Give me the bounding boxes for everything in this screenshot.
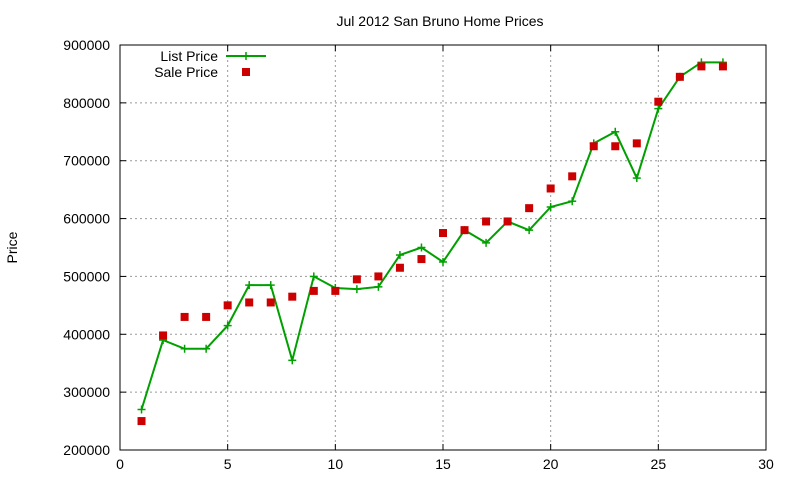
x-tick-label: 25 — [651, 456, 667, 472]
series-layer — [137, 58, 727, 426]
list-price-point — [266, 281, 275, 290]
legend: List Price Sale Price — [154, 48, 266, 80]
sale-price-point — [352, 275, 361, 284]
sale-price-point — [482, 217, 491, 226]
legend-label-sale-price: Sale Price — [154, 64, 218, 80]
list-price-point — [525, 226, 534, 235]
list-price-line — [140, 61, 723, 410]
list-price-point — [568, 197, 577, 206]
sale-price-point — [654, 97, 663, 106]
list-price-point — [374, 282, 383, 291]
sale-price-point — [675, 72, 684, 81]
axis-ticks: 0 5 10 15 20 25 30 200000 300000 400000 500000 6000… — [63, 37, 774, 472]
x-tick-label: 0 — [116, 456, 124, 472]
y-tick-label: 300000 — [63, 384, 110, 400]
grid-lines — [120, 45, 766, 450]
x-tick-label: 20 — [543, 456, 559, 472]
sale-price-point — [525, 204, 534, 213]
legend-sample-sale-price — [242, 68, 250, 76]
list-price-point — [223, 321, 232, 330]
sale-price-point — [718, 62, 727, 71]
x-tick-label: 5 — [224, 456, 232, 472]
list-price-point — [546, 203, 555, 211]
list-price-point — [288, 356, 297, 365]
list-price-point — [482, 238, 491, 247]
x-tick-label: 30 — [758, 456, 774, 472]
list-price-point — [309, 272, 318, 281]
sale-price-point — [245, 298, 254, 307]
sale-price-point — [460, 226, 469, 235]
x-tick-label: 15 — [435, 456, 451, 472]
sale-price-point — [223, 301, 232, 310]
list-price-point — [137, 405, 146, 414]
y-tick-label: 200000 — [63, 442, 110, 458]
sale-price-point — [611, 142, 620, 151]
y-tick-label: 800000 — [63, 95, 110, 111]
legend-sample-list-price — [226, 52, 266, 60]
chart-title: Jul 2012 San Bruno Home Prices — [337, 13, 544, 29]
y-tick-label: 700000 — [63, 153, 110, 169]
sale-price-point — [589, 142, 598, 151]
list-price-point — [245, 281, 254, 290]
list-price-point — [611, 127, 620, 136]
sale-price-point — [632, 139, 641, 148]
list-price-point — [417, 243, 426, 252]
list-price-point — [352, 285, 361, 294]
y-tick-label: 900000 — [63, 37, 110, 53]
list-price-point — [654, 104, 663, 113]
sale-price-point — [374, 272, 383, 281]
x-tick-label: 10 — [328, 456, 344, 472]
sale-price-point — [417, 255, 426, 264]
sale-price-point — [568, 172, 577, 181]
y-tick-label: 400000 — [63, 326, 110, 342]
sale-price-point — [137, 417, 146, 426]
legend-marker-sale-price — [242, 68, 250, 76]
sale-price-point — [395, 263, 404, 272]
sale-price-point — [331, 286, 340, 295]
list-price-point — [202, 344, 211, 353]
sale-price-point — [503, 217, 512, 226]
y-axis-label: Price — [4, 231, 20, 263]
list-price-point — [632, 174, 641, 183]
list-price-point — [395, 251, 404, 260]
sale-price-point — [266, 298, 275, 307]
sale-price-point — [697, 62, 706, 71]
sale-price-point — [546, 184, 555, 193]
list-price-point — [180, 344, 189, 353]
sale-price-point — [202, 312, 211, 321]
sale-price-point — [439, 229, 447, 238]
y-tick-label: 600000 — [63, 211, 110, 227]
legend-marker-list-price — [242, 52, 250, 60]
sale-price-point — [309, 286, 318, 295]
legend-label-list-price: List Price — [160, 48, 218, 64]
sale-price-point — [288, 292, 297, 301]
sale-price-point — [180, 312, 189, 321]
list-price-point — [439, 257, 447, 266]
sale-price-point — [159, 331, 168, 340]
y-tick-label: 500000 — [63, 268, 110, 284]
